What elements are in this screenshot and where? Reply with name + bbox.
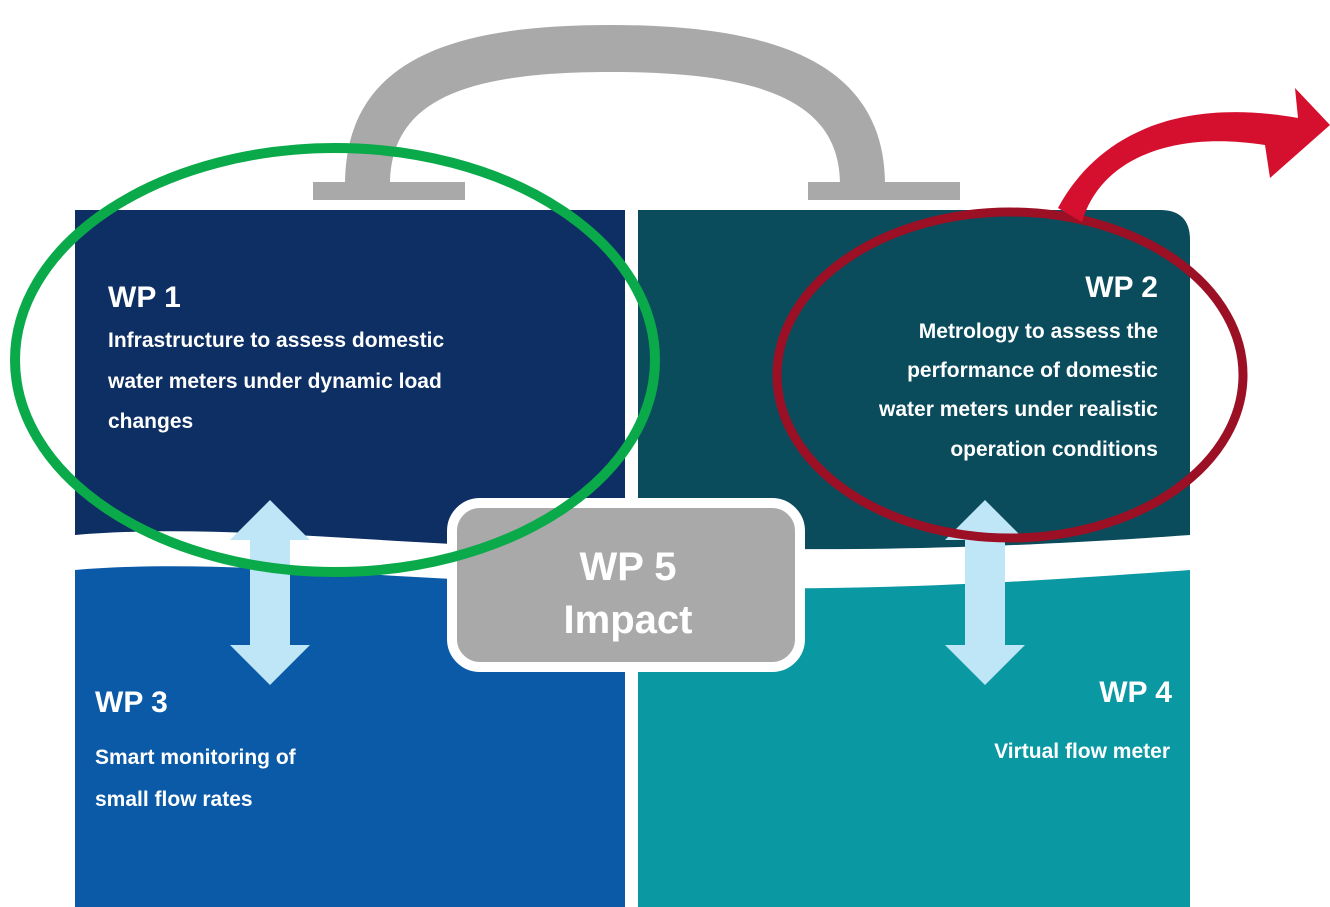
wp-title: WP 2 (1085, 271, 1158, 304)
wp-line: Smart monitoring of (95, 746, 297, 769)
wp-line: Metrology to assess the (919, 320, 1158, 343)
green-ellipse (10, 143, 660, 577)
wp-line: Infrastructure to assess domestic (108, 329, 444, 352)
wp5-box (447, 498, 805, 672)
wp-line: changes (108, 410, 193, 433)
wp-title: WP 3 (95, 686, 168, 719)
wp1-block (75, 210, 625, 547)
wp2-block (638, 210, 1190, 550)
red-ellipse (772, 207, 1248, 543)
wp-line: performance of domestic (907, 359, 1158, 382)
handle (345, 25, 885, 185)
wp-title: WP 1 (108, 281, 181, 314)
wp5-subtitle: Impact (564, 598, 693, 642)
wp-line: small flow rates (95, 788, 253, 811)
wp-title: WP 4 (1099, 676, 1172, 709)
double-arrow (230, 500, 310, 685)
handle-foot (808, 182, 960, 200)
wp5-title: WP 5 (579, 545, 676, 589)
handle-foot (313, 182, 465, 200)
red-arrow (1058, 88, 1330, 222)
double-arrow (945, 500, 1025, 685)
wp-line: Virtual flow meter (994, 740, 1170, 763)
wp-line: water meters under realistic (878, 398, 1158, 421)
wp-line: water meters under dynamic load (107, 370, 442, 393)
wp-line: operation conditions (950, 438, 1158, 461)
